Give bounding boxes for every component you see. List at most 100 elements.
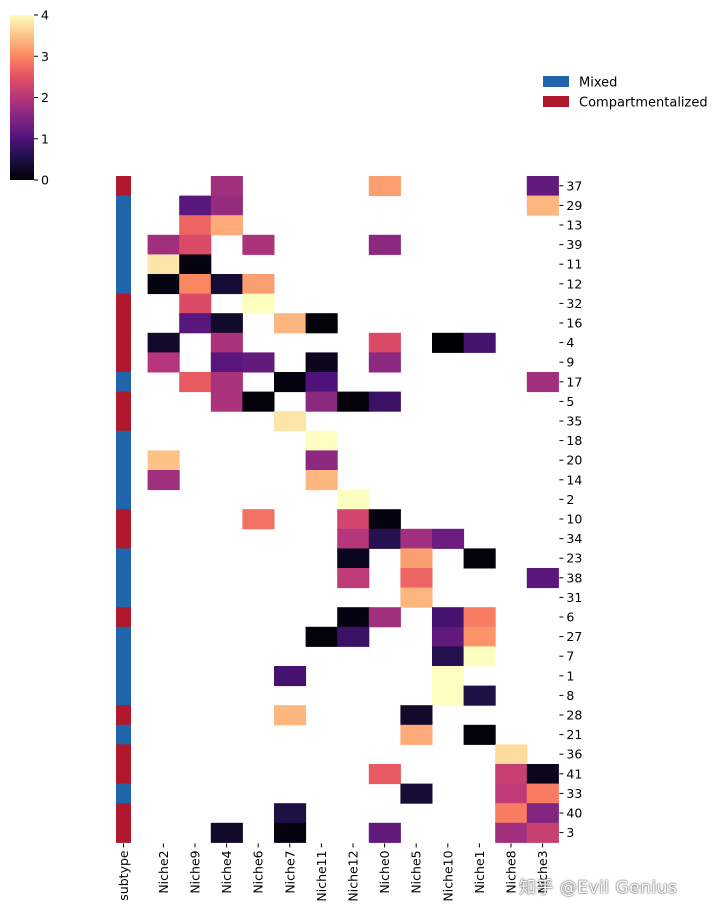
- heatmap-cell-11-Niche2: [147, 254, 180, 275]
- row-label-11: 11: [566, 257, 582, 272]
- heatmap-cell-9-Niche6: [242, 352, 275, 373]
- subtype-cell-4: [116, 332, 131, 353]
- heatmap-cell-40-Niche7: [274, 803, 307, 824]
- row-label-21: 21: [566, 727, 582, 742]
- heatmap-cell-37-Niche3: [526, 176, 559, 197]
- heatmap-cell-1-Niche7: [274, 666, 307, 687]
- row-label-38: 38: [566, 570, 582, 585]
- subtype-cell-32: [116, 293, 131, 314]
- row-label-13: 13: [566, 218, 582, 233]
- row-label-32: 32: [566, 296, 582, 311]
- row-label-12: 12: [566, 276, 582, 291]
- heatmap-cell-4-Niche1: [463, 332, 496, 353]
- heatmap-cell-8-Niche1: [463, 685, 496, 706]
- row-label-17: 17: [566, 374, 582, 389]
- subtype-cell-38: [116, 568, 131, 589]
- heatmap-cell-16-Niche4: [210, 313, 243, 334]
- heatmap-cell-21-Niche5: [400, 724, 433, 745]
- row-label-31: 31: [566, 590, 582, 605]
- heatmap-cell-5-Niche12: [337, 391, 370, 412]
- row-label-14: 14: [566, 472, 582, 487]
- col-label-Niche4: Niche4: [219, 850, 234, 893]
- heatmap-cell-14-Niche2: [147, 470, 180, 491]
- heatmap-cell-37-Niche4: [210, 176, 243, 197]
- subtype-cell-17: [116, 372, 131, 393]
- subtype-cell-20: [116, 450, 131, 471]
- heatmap-cell-27-Niche11: [305, 626, 338, 647]
- row-label-10: 10: [566, 512, 582, 527]
- row-label-35: 35: [566, 414, 582, 429]
- legend: Mixed Compartmentalized: [543, 76, 708, 111]
- heatmap-cell-28-Niche5: [400, 705, 433, 726]
- heatmap-cell-11-Niche9: [179, 254, 212, 275]
- row-label-16: 16: [566, 316, 582, 331]
- subtype-cell-11: [116, 254, 131, 275]
- col-label-subtype: subtype: [116, 850, 131, 901]
- subtype-cell-39: [116, 234, 131, 255]
- heatmap-cell-36-Niche8: [495, 744, 528, 765]
- subtype-cell-8: [116, 685, 131, 706]
- heatmap-cell-29-Niche3: [526, 195, 559, 216]
- heatmap-cell-7-Niche1: [463, 646, 496, 667]
- row-label-27: 27: [566, 629, 582, 644]
- heatmap-cell-31-Niche5: [400, 587, 433, 608]
- heatmap-cell-4-Niche10: [432, 332, 465, 353]
- heatmap-cell-33-Niche8: [495, 783, 528, 804]
- colorbar-label-2: 2: [41, 90, 49, 105]
- watermark: 知乎 @Evil Genius: [519, 878, 678, 898]
- col-label-Niche8: Niche8: [504, 850, 519, 893]
- heatmap-cell-39-Niche0: [368, 234, 401, 255]
- heatmap-cell-3-Niche7: [274, 822, 307, 843]
- heatmap-cell-21-Niche1: [463, 724, 496, 745]
- colorbar-label-0: 0: [41, 173, 49, 188]
- colorbar-ticks: 0 1 2 3 4: [34, 8, 49, 188]
- heatmap-cell-27-Niche1: [463, 626, 496, 647]
- heatmap-cell-18-Niche11: [305, 430, 338, 451]
- subtype-cell-37: [116, 176, 131, 197]
- colorbar: 0 1 2 3 4: [10, 8, 49, 188]
- subtype-cell-3: [116, 822, 131, 843]
- heatmap-cell-6-Niche0: [368, 607, 401, 628]
- heatmap-cell-1-Niche10: [432, 666, 465, 687]
- subtype-cell-13: [116, 215, 131, 236]
- heatmap-cell-10-Niche6: [242, 509, 275, 530]
- heatmap-cell-38-Niche3: [526, 568, 559, 589]
- subtype-cell-7: [116, 646, 131, 667]
- heatmap-cell-4-Niche2: [147, 332, 180, 353]
- column-labels: subtype Niche2 Niche9 Niche4 Niche6 Niche7 Nic…: [116, 843, 550, 902]
- heatmap-cell-13-Niche9: [179, 215, 212, 236]
- heatmap-cell-12-Niche9: [179, 274, 212, 295]
- legend-label-compartmentalized: Compartmentalized: [579, 96, 708, 111]
- row-label-40: 40: [566, 806, 582, 821]
- heatmap-cell-39-Niche6: [242, 234, 275, 255]
- row-label-4: 4: [566, 335, 574, 350]
- heatmap-cell-17-Niche7: [274, 372, 307, 393]
- heatmap-cell-38-Niche5: [400, 568, 433, 589]
- heatmap-cell-40-Niche8: [495, 803, 528, 824]
- row-label-7: 7: [566, 649, 574, 664]
- colorbar-gradient: [10, 15, 34, 180]
- heatmap-cell-23-Niche12: [337, 548, 370, 569]
- heatmap-cell-6-Niche10: [432, 607, 465, 628]
- heatmap-cell-3-Niche8: [495, 822, 528, 843]
- subtype-cell-16: [116, 313, 131, 334]
- col-label-Niche9: Niche9: [188, 850, 203, 893]
- heatmap-cell-35-Niche7: [274, 411, 307, 432]
- heatmap-cell-3-Niche0: [368, 822, 401, 843]
- row-label-3: 3: [566, 825, 574, 840]
- row-label-39: 39: [566, 237, 582, 252]
- heatmap-cell-6-Niche12: [337, 607, 370, 628]
- subtype-cell-34: [116, 528, 131, 549]
- heatmap-cell-9-Niche11: [305, 352, 338, 373]
- heatmap-cells: [116, 176, 559, 843]
- subtype-cell-10: [116, 509, 131, 530]
- heatmap-cell-9-Niche2: [147, 352, 180, 373]
- subtype-cell-35: [116, 411, 131, 432]
- heatmap-cell-16-Niche9: [179, 313, 212, 334]
- heatmap-cell-4-Niche0: [368, 332, 401, 353]
- row-label-6: 6: [566, 610, 574, 625]
- col-label-Niche10: Niche10: [440, 850, 455, 901]
- colorbar-label-3: 3: [41, 49, 49, 64]
- heatmap-cell-41-Niche8: [495, 764, 528, 785]
- heatmap-cell-39-Niche2: [147, 234, 180, 255]
